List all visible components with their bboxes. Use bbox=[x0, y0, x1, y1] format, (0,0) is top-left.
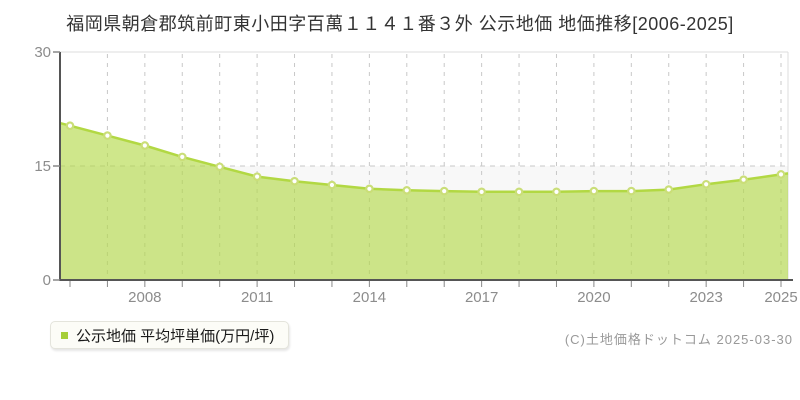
chart-title: 福岡県朝倉郡筑前町東小田字百萬１１４１番３外 公示地価 地価推移[2006-20… bbox=[66, 14, 734, 34]
legend-series-label: 公示地価 平均坪単価(万円/坪) bbox=[76, 327, 275, 345]
x-tick-label: 2014 bbox=[353, 289, 386, 306]
data-point bbox=[365, 184, 374, 194]
data-point bbox=[514, 187, 524, 197]
area-fill bbox=[60, 123, 788, 280]
x-tick-label: 2017 bbox=[465, 289, 498, 306]
data-point bbox=[65, 121, 75, 131]
data-point bbox=[402, 186, 412, 195]
data-point bbox=[477, 187, 486, 197]
x-tick-label: 2023 bbox=[689, 289, 722, 306]
data-point bbox=[701, 179, 711, 189]
data-point bbox=[327, 180, 337, 190]
trend-line bbox=[59, 121, 789, 194]
data-point bbox=[776, 170, 786, 179]
y-tick-label: 0 bbox=[43, 272, 51, 289]
data-point bbox=[177, 152, 187, 162]
x-tick-label: 2011 bbox=[241, 289, 273, 306]
data-point bbox=[140, 141, 150, 150]
legend: 公示地価 平均坪単価(万円/坪) bbox=[50, 321, 290, 349]
data-point bbox=[552, 187, 561, 197]
x-tick-label: 2008 bbox=[128, 289, 161, 306]
data-point bbox=[215, 162, 224, 172]
x-tick-label: 2025 bbox=[764, 289, 797, 306]
data-point bbox=[739, 175, 748, 184]
data-point bbox=[627, 186, 636, 196]
data-point bbox=[252, 172, 262, 181]
data-point bbox=[103, 131, 112, 140]
x-tick-label: 2020 bbox=[577, 289, 610, 306]
data-point bbox=[664, 185, 674, 194]
data-point bbox=[589, 186, 599, 196]
price-trend-area-chart: 2008 2011 2014 2017 2020 2023 2025 0 15 30 bbox=[34, 44, 797, 306]
copyright-text: (C)土地価格ドットコム 2025-03-30 bbox=[564, 332, 793, 347]
legend-series-marker bbox=[61, 331, 68, 339]
y-tick-label: 30 bbox=[34, 44, 51, 61]
y-tick-label: 15 bbox=[34, 158, 51, 175]
data-point bbox=[290, 176, 299, 186]
data-point bbox=[439, 186, 449, 196]
